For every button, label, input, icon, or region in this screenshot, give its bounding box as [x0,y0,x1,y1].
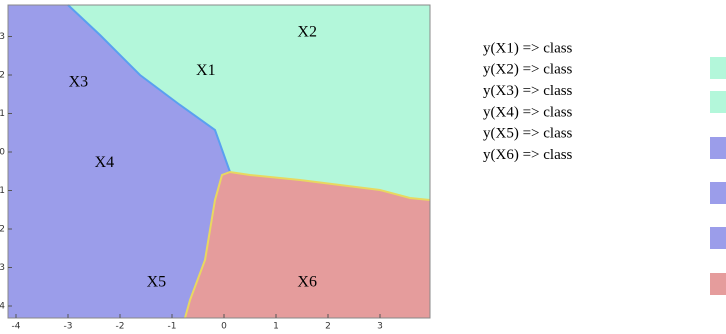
class-swatch [710,57,726,79]
point-label: X3 [69,73,89,90]
y-tick-label: 2 [0,71,5,81]
x-tick-label: 1 [273,322,279,332]
y-tick-label: 1 [0,109,5,119]
point-label: X4 [95,154,115,171]
class-swatch [710,137,726,159]
point-label: X1 [196,62,216,79]
y-tick-label: 3 [0,32,5,42]
point-label: X6 [297,274,317,291]
class-swatch [710,91,726,113]
y-tick-label: -2 [0,225,5,235]
region-green [68,5,430,200]
point-label: X2 [297,23,317,40]
x-tick-label: -4 [12,322,21,332]
x-tick-label: 3 [377,322,383,332]
rule-text: y(X6) => class [483,147,573,163]
plot-frame [7,4,431,319]
x-tick-label: 0 [221,322,227,332]
rule-text: y(X1) => class [483,40,573,56]
rule-text: y(X3) => class [483,83,573,99]
plot-area [7,4,431,319]
class-swatch [710,273,726,295]
x-tick-label: -1 [168,322,177,332]
y-tick-label: 0 [0,148,5,158]
point-label: X5 [147,274,167,291]
boundary [67,4,231,173]
rule-text: y(X2) => class [483,62,573,78]
class-swatch [710,182,726,204]
region-red [185,172,430,318]
y-tick-label: -1 [0,186,5,196]
class-swatch [710,227,726,249]
y-tick-label: -4 [0,302,5,312]
x-tick-label: 2 [325,322,331,332]
boundary [184,170,431,319]
y-tick-label: -3 [0,263,5,273]
rule-text: y(X4) => class [483,104,573,120]
x-tick-label: -2 [116,322,125,332]
rule-text: y(X5) => class [483,126,573,142]
x-tick-label: -3 [64,322,73,332]
